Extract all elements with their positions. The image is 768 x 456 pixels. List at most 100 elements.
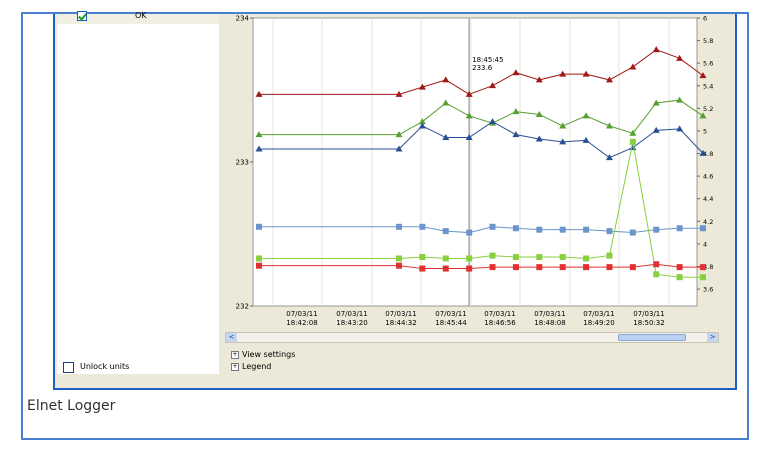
data-point bbox=[489, 264, 496, 271]
legend-label: Legend bbox=[242, 362, 272, 371]
x-tick-time: 18:44:32 bbox=[385, 319, 416, 327]
data-point bbox=[652, 46, 660, 53]
data-point bbox=[396, 262, 402, 269]
data-point bbox=[489, 82, 497, 89]
data-point bbox=[629, 264, 636, 271]
data-point bbox=[629, 138, 636, 145]
x-tick-time: 18:46:56 bbox=[484, 319, 516, 327]
data-point bbox=[676, 96, 684, 103]
data-point bbox=[256, 223, 262, 230]
data-point bbox=[255, 145, 263, 152]
right-tick-label: 5 bbox=[703, 127, 707, 135]
unlock-units-label: Unlock units bbox=[80, 362, 130, 371]
data-point bbox=[442, 228, 449, 235]
figure-frame: OK Unlock units 232 233 234 3.6 3.8 4 4.2 4.4 4… bbox=[21, 11, 749, 440]
data-point bbox=[419, 223, 426, 230]
data-point bbox=[676, 264, 683, 271]
x-tick-date: 07/03/11 bbox=[435, 310, 466, 318]
horizontal-scrollbar[interactable]: < > bbox=[225, 332, 719, 343]
right-tick-label: 4.2 bbox=[703, 218, 713, 226]
x-tick-date: 07/03/11 bbox=[484, 310, 515, 318]
data-point bbox=[512, 69, 520, 76]
data-point bbox=[396, 255, 402, 262]
left-axis-ticks: 232 233 234 bbox=[236, 15, 253, 311]
data-point bbox=[418, 118, 426, 125]
series-5 bbox=[256, 261, 706, 272]
data-point bbox=[512, 225, 519, 232]
expand-plus-icon[interactable]: + bbox=[231, 350, 239, 359]
data-point bbox=[395, 131, 403, 138]
data-point bbox=[559, 138, 567, 145]
ok-checkbox[interactable] bbox=[77, 11, 87, 21]
x-tick-time: 18:49:20 bbox=[583, 319, 614, 327]
data-point bbox=[512, 108, 520, 115]
data-point bbox=[700, 225, 706, 232]
data-point bbox=[699, 149, 707, 156]
right-tick-label: 6 bbox=[703, 15, 707, 23]
data-point bbox=[536, 264, 543, 271]
data-point bbox=[489, 223, 496, 230]
data-point bbox=[512, 254, 519, 261]
x-tick-time: 18:42:08 bbox=[286, 319, 317, 327]
data-point bbox=[676, 54, 684, 61]
data-point bbox=[676, 225, 683, 232]
series-4 bbox=[256, 138, 706, 281]
x-tick-date: 07/03/11 bbox=[583, 310, 614, 318]
data-point bbox=[465, 134, 473, 141]
data-point bbox=[605, 154, 613, 161]
right-tick-label: 3.6 bbox=[703, 286, 713, 294]
right-tick-label: 4 bbox=[703, 240, 707, 248]
data-point bbox=[535, 76, 543, 83]
right-axis-ticks: 3.6 3.8 4 4.2 4.4 4.6 4.8 5 5.2 5.4 5.6 5.8 6 bbox=[697, 15, 713, 294]
x-tick-date: 07/03/11 bbox=[336, 310, 367, 318]
data-point bbox=[606, 252, 613, 259]
unlock-units-checkbox[interactable] bbox=[63, 362, 74, 373]
data-point bbox=[419, 265, 426, 272]
data-point bbox=[418, 83, 426, 90]
data-point bbox=[512, 131, 520, 138]
view-settings-expander[interactable]: + View settings bbox=[231, 350, 295, 360]
scroll-right-button[interactable]: > bbox=[707, 333, 718, 342]
data-point bbox=[629, 63, 637, 70]
data-point bbox=[256, 262, 262, 269]
scroll-thumb[interactable] bbox=[618, 334, 686, 341]
series-2 bbox=[255, 118, 707, 161]
line-chart[interactable]: 232 233 234 3.6 3.8 4 4.2 4.4 4.6 4.8 5 5.2 5.4 5.6 5… bbox=[223, 14, 735, 332]
data-point bbox=[255, 131, 263, 138]
scroll-left-button[interactable]: < bbox=[226, 333, 237, 342]
data-point bbox=[653, 226, 660, 233]
data-point bbox=[629, 229, 636, 236]
data-point bbox=[676, 125, 684, 132]
legend-expander[interactable]: + Legend bbox=[231, 362, 271, 372]
expand-plus-icon[interactable]: + bbox=[231, 362, 239, 371]
data-point bbox=[606, 264, 613, 271]
x-tick-time: 18:43:20 bbox=[336, 319, 367, 327]
data-point bbox=[583, 255, 590, 262]
data-point bbox=[255, 90, 263, 97]
data-point bbox=[489, 252, 496, 259]
left-tick-label: 232 bbox=[236, 303, 249, 311]
data-point bbox=[256, 255, 262, 262]
series-0 bbox=[255, 46, 707, 97]
data-point bbox=[700, 264, 706, 271]
data-point bbox=[536, 226, 543, 233]
data-point bbox=[582, 112, 590, 119]
data-point bbox=[699, 112, 707, 119]
chart-panel: 232 233 234 3.6 3.8 4 4.2 4.4 4.6 4.8 5 5.2 5.4 5.6 5… bbox=[223, 14, 735, 386]
data-point bbox=[466, 255, 473, 262]
data-point bbox=[535, 110, 543, 117]
units-list-row[interactable]: OK bbox=[57, 11, 219, 24]
data-point bbox=[582, 70, 590, 77]
view-settings-label: View settings bbox=[242, 350, 296, 359]
data-point bbox=[559, 70, 567, 77]
data-point bbox=[419, 254, 426, 261]
data-point bbox=[465, 112, 473, 119]
x-tick-date: 07/03/11 bbox=[534, 310, 565, 318]
right-tick-label: 5.8 bbox=[703, 37, 713, 45]
data-point bbox=[418, 122, 426, 129]
data-point bbox=[653, 261, 660, 268]
data-point bbox=[535, 135, 543, 142]
data-point bbox=[605, 76, 613, 83]
data-point bbox=[652, 99, 660, 106]
data-point bbox=[559, 264, 566, 271]
